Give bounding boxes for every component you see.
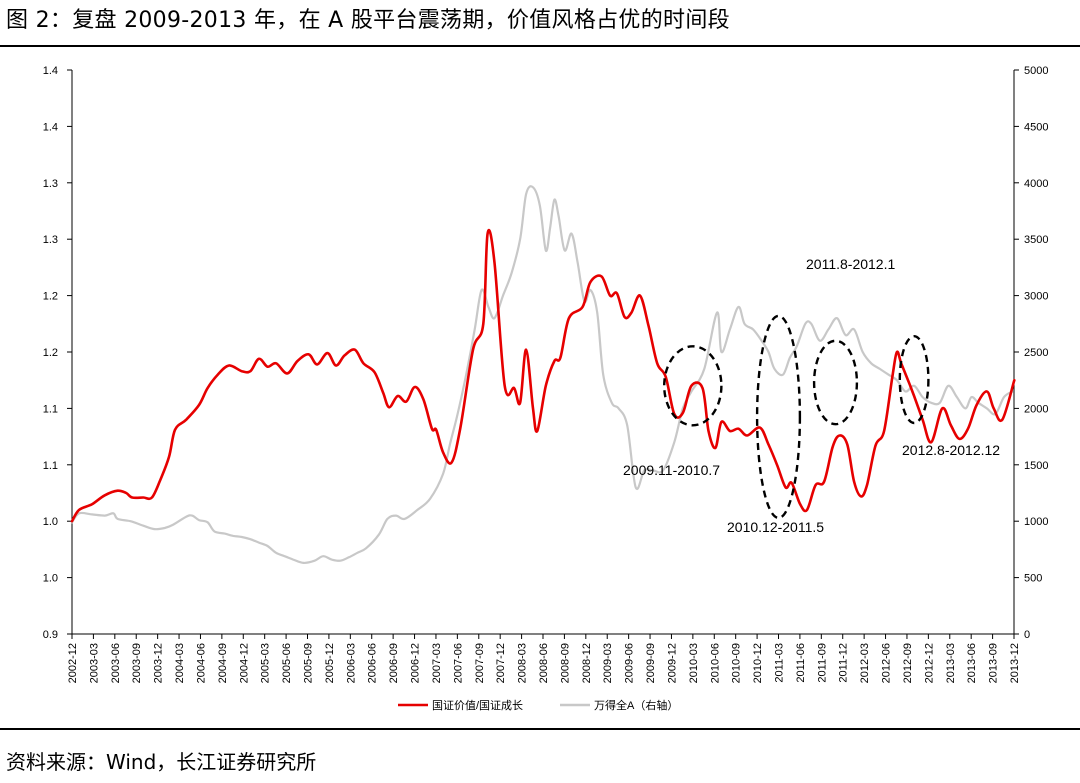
x-tick-label: 2011-12 <box>838 643 850 683</box>
right-tick-label: 0 <box>1024 629 1030 641</box>
source-note: 资料来源：Wind，长江证券研究所 <box>6 750 317 774</box>
x-tick-label: 2010-06 <box>709 643 721 683</box>
x-tick-label: 2012-12 <box>923 643 935 683</box>
right-tick-label: 3500 <box>1024 234 1048 246</box>
figure-title: 图 2：复盘 2009-2013 年，在 A 股平台震荡期，价值风格占优的时间段 <box>6 8 730 33</box>
chart: 0.9 1.0 1.0 1.1 1.1 1.2 1.2 1.3 1.3 1.4 1.4 0 500 100… <box>43 65 1049 712</box>
axes: 0.9 1.0 1.0 1.1 1.1 1.2 1.2 1.3 1.3 1.4 1.4 0 500 100… <box>43 65 1049 683</box>
right-tick-label: 5000 <box>1024 65 1048 77</box>
x-tick-label: 2009-12 <box>667 643 679 683</box>
x-tick-label: 2003-03 <box>88 643 100 683</box>
left-tick-label: 1.0 <box>43 516 58 528</box>
left-tick-label: 1.3 <box>43 178 58 190</box>
x-tick-label: 2003-12 <box>153 643 165 683</box>
series-line-wind-all-a <box>70 185 1014 565</box>
x-tick-label: 2005-09 <box>303 643 315 683</box>
x-tick-label: 2006-12 <box>410 643 422 683</box>
x-tick-label: 2012-09 <box>902 643 914 683</box>
right-tick-label: 3000 <box>1024 291 1048 303</box>
x-tick-label: 2010-03 <box>688 643 700 683</box>
x-tick-label: 2008-03 <box>517 643 529 683</box>
x-tick-label: 2012-06 <box>881 643 893 683</box>
x-tick-label: 2005-06 <box>281 643 293 683</box>
x-tick-label: 2003-09 <box>131 643 143 683</box>
x-tick-label: 2006-06 <box>367 643 379 683</box>
series-layer <box>70 185 1016 565</box>
right-tick-label: 1500 <box>1024 460 1048 472</box>
x-tick-label: 2007-09 <box>474 643 486 683</box>
x-tick-label: 2011-09 <box>816 643 828 683</box>
x-tick-label: 2006-09 <box>388 643 400 683</box>
legend-label-wind-all-a: 万得全A（右轴） <box>594 698 678 712</box>
right-tick-label: 4000 <box>1024 178 1048 190</box>
left-tick-label: 1.0 <box>43 573 58 585</box>
x-tick-label: 2007-03 <box>431 643 443 683</box>
x-tick-label: 2013-03 <box>945 643 957 683</box>
annotation-ellipse <box>812 339 859 426</box>
title-rule <box>0 45 1080 47</box>
series-line-value-growth <box>70 228 1016 523</box>
annotation-label: 2010.12-2011.5 <box>727 519 824 535</box>
x-tick-label: 2013-12 <box>1009 643 1021 683</box>
x-tick-label: 2012-03 <box>859 643 871 683</box>
x-tick-label: 2010-09 <box>731 643 743 683</box>
x-tick-label: 2011-03 <box>774 643 786 683</box>
x-tick-label: 2002-12 <box>67 643 79 683</box>
left-tick-label: 0.9 <box>43 629 58 641</box>
x-tick-label: 2005-12 <box>324 643 336 683</box>
x-tick-label: 2013-09 <box>988 643 1000 683</box>
x-tick-label: 2008-12 <box>581 643 593 683</box>
left-tick-label: 1.1 <box>43 460 58 472</box>
x-tick-label: 2004-06 <box>196 643 208 683</box>
annotation-ellipse <box>663 345 723 427</box>
x-tick-label: 2008-09 <box>559 643 571 683</box>
annotation-label: 2009.11-2010.7 <box>623 462 720 478</box>
right-tick-label: 1000 <box>1024 516 1048 528</box>
right-tick-label: 4500 <box>1024 121 1048 133</box>
annotation-ellipse <box>755 314 802 520</box>
x-tick-label: 2011-06 <box>795 643 807 683</box>
left-tick-label: 1.4 <box>43 121 58 133</box>
legend: 国证价值/国证成长 万得全A（右轴） <box>398 698 678 712</box>
x-tick-label: 2009-09 <box>645 643 657 683</box>
legend-label-value-growth: 国证价值/国证成长 <box>432 699 523 712</box>
annotation-label: 2011.8-2012.1 <box>806 256 895 272</box>
right-tick-label: 2000 <box>1024 403 1048 415</box>
left-tick-label: 1.1 <box>43 403 58 415</box>
annotation-label: 2012.8-2012.12 <box>902 442 1000 458</box>
x-tick-label: 2004-12 <box>238 643 250 683</box>
x-tick-label: 2006-03 <box>345 643 357 683</box>
x-tick-label: 2005-03 <box>260 643 272 683</box>
annotations-layer: 2009.11-2010.7 2010.12-2011.5 2011.8-2012.… <box>623 256 1000 535</box>
left-tick-label: 1.2 <box>43 291 58 303</box>
x-tick-label: 2009-06 <box>624 643 636 683</box>
x-tick-label: 2009-03 <box>602 643 614 683</box>
x-tick-label: 2013-06 <box>966 643 978 683</box>
x-tick-label: 2003-06 <box>110 643 122 683</box>
right-tick-label: 500 <box>1024 573 1042 585</box>
annotation-ellipse <box>898 335 930 425</box>
x-tick-label: 2008-06 <box>538 643 550 683</box>
x-tick-label: 2004-09 <box>217 643 229 683</box>
left-tick-label: 1.3 <box>43 234 58 246</box>
x-tick-label: 2010-12 <box>752 643 764 683</box>
source-rule <box>0 728 1080 730</box>
x-tick-label: 2004-03 <box>174 643 186 683</box>
x-tick-label: 2007-12 <box>495 643 507 683</box>
x-tick-label: 2007-06 <box>452 643 464 683</box>
right-tick-label: 2500 <box>1024 347 1048 359</box>
left-tick-label: 1.4 <box>43 65 58 77</box>
left-tick-label: 1.2 <box>43 347 58 359</box>
